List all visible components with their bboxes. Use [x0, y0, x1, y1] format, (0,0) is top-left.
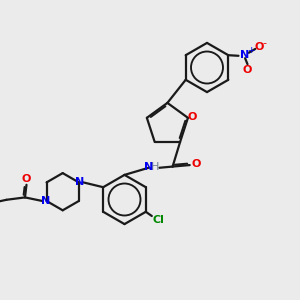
- Text: -: -: [262, 38, 267, 48]
- Text: O: O: [22, 174, 31, 184]
- Text: N: N: [75, 177, 85, 188]
- Text: H: H: [151, 162, 160, 172]
- Text: O: O: [192, 160, 201, 170]
- Text: +: +: [247, 46, 254, 55]
- Text: N: N: [241, 50, 250, 60]
- Text: N: N: [41, 196, 50, 206]
- Text: O: O: [188, 112, 197, 122]
- Text: O: O: [254, 42, 264, 52]
- Text: Cl: Cl: [153, 215, 165, 225]
- Text: O: O: [243, 64, 252, 75]
- Text: N: N: [144, 162, 153, 172]
